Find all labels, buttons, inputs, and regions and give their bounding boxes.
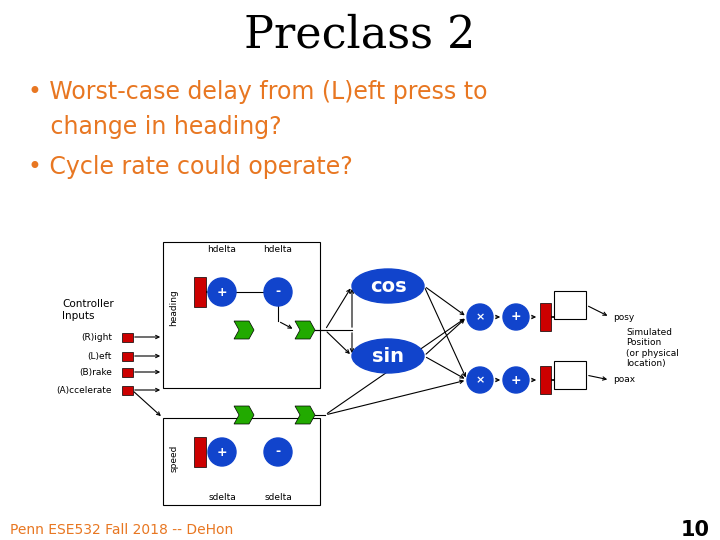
Text: • Worst-case delay from (L)eft press to: • Worst-case delay from (L)eft press to bbox=[28, 80, 487, 104]
Text: • Cycle rate could operate?: • Cycle rate could operate? bbox=[28, 155, 353, 179]
FancyBboxPatch shape bbox=[539, 303, 551, 331]
Ellipse shape bbox=[352, 339, 424, 373]
Text: cos: cos bbox=[369, 276, 406, 295]
Text: -: - bbox=[276, 286, 281, 299]
Circle shape bbox=[208, 438, 236, 466]
Circle shape bbox=[208, 278, 236, 306]
Text: ×: × bbox=[475, 375, 485, 385]
Text: poax: poax bbox=[613, 375, 635, 384]
FancyBboxPatch shape bbox=[554, 361, 586, 389]
Text: Preclass 2: Preclass 2 bbox=[244, 14, 476, 57]
Polygon shape bbox=[234, 321, 254, 339]
Text: (A)ccelerate: (A)ccelerate bbox=[56, 386, 112, 395]
Text: +: + bbox=[217, 446, 228, 458]
FancyBboxPatch shape bbox=[163, 242, 320, 388]
Text: sdelta: sdelta bbox=[208, 494, 236, 503]
Circle shape bbox=[264, 278, 292, 306]
Text: sin: sin bbox=[372, 347, 404, 366]
Text: Controller
Inputs: Controller Inputs bbox=[62, 299, 114, 321]
Text: (L)eft: (L)eft bbox=[88, 352, 112, 361]
Text: ×: × bbox=[475, 312, 485, 322]
FancyBboxPatch shape bbox=[194, 277, 206, 307]
Circle shape bbox=[503, 304, 529, 330]
FancyBboxPatch shape bbox=[122, 352, 132, 361]
Text: sdelta: sdelta bbox=[264, 494, 292, 503]
Text: posy: posy bbox=[613, 313, 634, 321]
Polygon shape bbox=[295, 406, 315, 424]
Text: +: + bbox=[217, 286, 228, 299]
FancyBboxPatch shape bbox=[554, 291, 586, 319]
FancyBboxPatch shape bbox=[163, 418, 320, 505]
Text: Simulated
Position
(or physical
location): Simulated Position (or physical location… bbox=[626, 328, 679, 368]
Text: Penn ESE532 Fall 2018 -- DeHon: Penn ESE532 Fall 2018 -- DeHon bbox=[10, 523, 233, 537]
FancyBboxPatch shape bbox=[194, 437, 206, 467]
Text: 10: 10 bbox=[681, 520, 710, 540]
Circle shape bbox=[467, 367, 493, 393]
Polygon shape bbox=[295, 321, 315, 339]
Text: (R)ight: (R)ight bbox=[81, 333, 112, 341]
Text: (B)rake: (B)rake bbox=[79, 368, 112, 376]
Text: heading: heading bbox=[169, 289, 179, 326]
FancyBboxPatch shape bbox=[122, 386, 132, 395]
Text: hdelta: hdelta bbox=[264, 246, 292, 254]
Text: -: - bbox=[276, 446, 281, 458]
Polygon shape bbox=[234, 406, 254, 424]
Text: hdelta: hdelta bbox=[207, 246, 236, 254]
Circle shape bbox=[503, 367, 529, 393]
Text: speed: speed bbox=[169, 444, 179, 471]
FancyBboxPatch shape bbox=[539, 366, 551, 394]
FancyBboxPatch shape bbox=[122, 368, 132, 376]
Circle shape bbox=[467, 304, 493, 330]
FancyBboxPatch shape bbox=[122, 333, 132, 341]
Circle shape bbox=[264, 438, 292, 466]
Text: +: + bbox=[510, 310, 521, 323]
Ellipse shape bbox=[352, 269, 424, 303]
Text: +: + bbox=[510, 374, 521, 387]
Text: change in heading?: change in heading? bbox=[28, 115, 282, 139]
